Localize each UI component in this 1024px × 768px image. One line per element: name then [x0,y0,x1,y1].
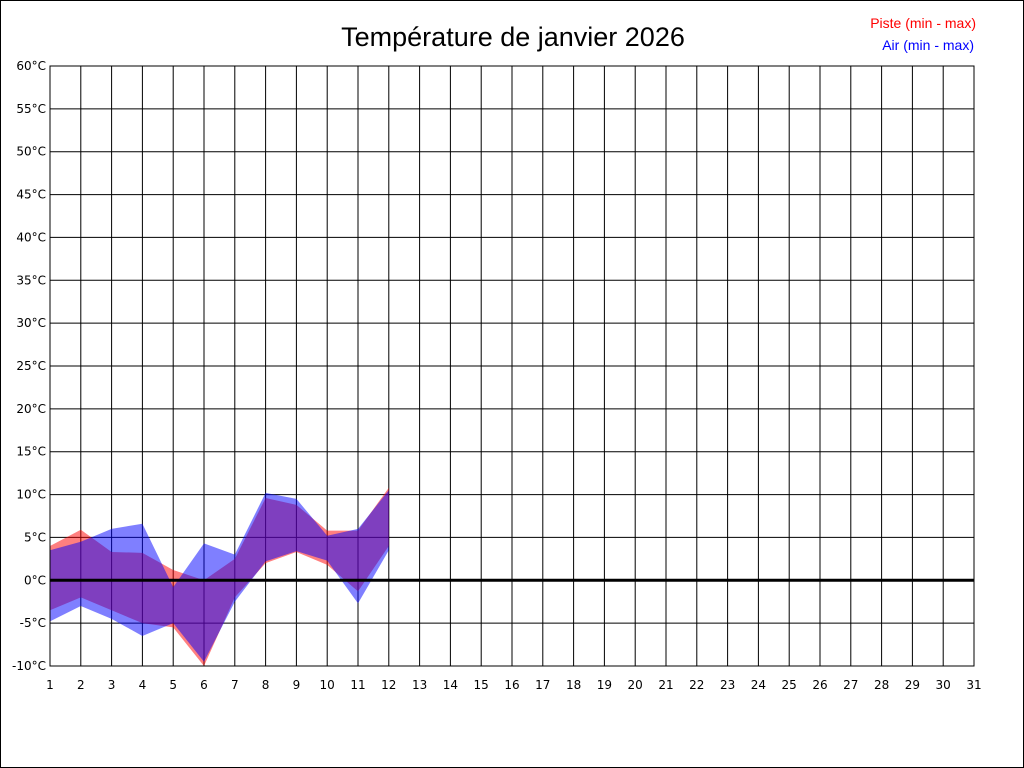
x-tick-label: 5 [169,678,177,692]
x-tick-label: 22 [689,678,704,692]
x-tick-label: 28 [874,678,889,692]
x-tick-label: 31 [966,678,981,692]
x-tick-label: 6 [200,678,208,692]
x-tick-label: 25 [782,678,797,692]
y-tick-label: 45°C [16,188,46,202]
x-tick-label: 17 [535,678,550,692]
x-tick-label: 11 [350,678,365,692]
x-tick-label: 21 [658,678,673,692]
y-tick-label: 50°C [16,145,46,159]
x-tick-label: 1 [46,678,54,692]
x-tick-label: 3 [108,678,116,692]
x-tick-label: 13 [412,678,427,692]
legend-piste: Piste (min - max) [870,15,976,31]
axes [49,65,975,667]
x-tick-label: 4 [139,678,147,692]
y-tick-label: 40°C [16,230,46,244]
y-tick-label: 60°C [16,59,46,73]
x-tick-label: 20 [628,678,643,692]
x-tick-label: 18 [566,678,581,692]
area-air [50,490,389,662]
x-tick-label: 23 [720,678,735,692]
y-tick-label: 0°C [24,573,46,587]
x-tick-label: 14 [443,678,458,692]
data-areas [50,487,389,666]
y-tick-label: 30°C [16,316,46,330]
y-tick-label: -10°C [12,659,46,673]
y-tick-label: 55°C [16,102,46,116]
x-tick-label: 10 [320,678,335,692]
x-tick-label: 19 [597,678,612,692]
y-tick-label: 5°C [24,530,46,544]
x-tick-label: 16 [504,678,519,692]
plot-border [49,65,975,667]
x-tick-label: 9 [293,678,301,692]
y-tick-label: 25°C [16,359,46,373]
y-tick-label: 35°C [16,273,46,287]
x-tick-label: 26 [812,678,827,692]
chart-title: Température de janvier 2026 [341,22,685,52]
y-tick-labels: -10°C -5°C 0°C 5°C 10°C 15°C 20°C 25°C 30°C 35°C 4… [12,59,46,673]
y-tick-label: 15°C [16,445,46,459]
x-tick-label: 2 [77,678,85,692]
x-tick-label: 30 [936,678,951,692]
y-tick-label: -5°C [20,616,46,630]
x-tick-label: 7 [231,678,239,692]
x-tick-label: 8 [262,678,270,692]
y-tick-label: 10°C [16,488,46,502]
x-tick-label: 29 [905,678,920,692]
x-tick-label: 12 [381,678,396,692]
x-tick-label: 27 [843,678,858,692]
x-tick-labels: 1 2 3 4 5 6 7 8 9 10 11 12 13 14 15 16 17 18 19 20 21 22 23 24 2… [46,678,981,692]
legend-air: Air (min - max) [882,37,974,53]
x-tick-label: 15 [474,678,489,692]
x-tick-label: 24 [751,678,766,692]
y-tick-label: 20°C [16,402,46,416]
